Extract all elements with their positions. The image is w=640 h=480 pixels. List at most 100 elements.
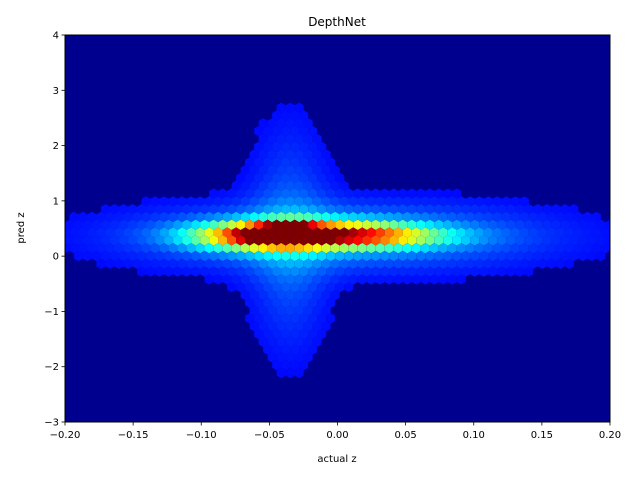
- hex-bin: [308, 235, 318, 246]
- hex-bin: [429, 274, 439, 285]
- hex-bin: [236, 282, 246, 293]
- hex-bin: [272, 204, 282, 215]
- hex-bin: [294, 305, 304, 316]
- hex-bin: [231, 196, 241, 207]
- hex-bin: [213, 211, 223, 223]
- hex-bin: [222, 196, 232, 207]
- hex-bin: [425, 250, 435, 262]
- hex-bin: [434, 219, 444, 230]
- hex-bin: [353, 188, 363, 199]
- hex-bin: [281, 141, 291, 152]
- hex-bin: [267, 352, 277, 363]
- hex-bin: [141, 243, 151, 254]
- hex-bin: [497, 266, 507, 277]
- hex-bin: [375, 196, 385, 207]
- hex-bin: [272, 141, 282, 152]
- hex-bin: [249, 321, 259, 332]
- hex-bin: [123, 211, 133, 223]
- hex-bin: [227, 235, 237, 246]
- hex-bin: [317, 141, 327, 152]
- hex-bin: [299, 219, 309, 230]
- hex-bin: [276, 227, 286, 238]
- hex-bin: [186, 243, 196, 254]
- hex-bin: [245, 188, 255, 199]
- hex-bin: [434, 266, 444, 277]
- hex-bin: [263, 157, 273, 168]
- hex-bin: [263, 250, 273, 262]
- hex-bin: [240, 243, 250, 254]
- hex-bin: [348, 227, 358, 238]
- hex-bin: [479, 250, 489, 262]
- hex-bin: [249, 289, 259, 301]
- hex-bin: [281, 297, 291, 308]
- hex-bin: [128, 250, 138, 262]
- hex-bin: [483, 243, 493, 254]
- hex-bin: [488, 235, 498, 246]
- hex-bin: [132, 211, 142, 223]
- hex-bin: [312, 258, 322, 269]
- hex-bin: [348, 258, 358, 269]
- hex-bin: [416, 235, 426, 246]
- hex-bin: [285, 102, 295, 113]
- hex-bin: [222, 274, 232, 285]
- hex-bin: [249, 165, 259, 176]
- hex-bin: [519, 227, 529, 238]
- hex-bin: [213, 243, 223, 254]
- hex-bin: [303, 149, 313, 160]
- hex-bin: [285, 243, 295, 254]
- hex-bin: [299, 204, 309, 215]
- hex-bin: [294, 211, 304, 223]
- hex-bin: [321, 305, 331, 316]
- hex-bin: [560, 204, 570, 215]
- hex-bin: [114, 243, 124, 254]
- hex-bin: [569, 219, 579, 230]
- hex-bin: [524, 266, 534, 277]
- hex-bin: [249, 243, 259, 254]
- hex-bin: [335, 282, 345, 293]
- hex-bin: [510, 211, 520, 223]
- hex-bin: [236, 250, 246, 262]
- hex-bin: [254, 157, 264, 168]
- hex-bin: [249, 196, 259, 207]
- hex-bin: [281, 250, 291, 262]
- hex-bin: [380, 235, 390, 246]
- hex-bin: [326, 266, 336, 277]
- hex-bin: [245, 235, 255, 246]
- hex-bin: [366, 227, 376, 238]
- hex-bin: [420, 258, 430, 269]
- hex-bin: [263, 219, 273, 230]
- hex-bin: [150, 258, 160, 269]
- hex-bin: [146, 250, 156, 262]
- hex-bin: [294, 180, 304, 191]
- hex-bin: [524, 235, 534, 246]
- hex-bin: [69, 211, 79, 223]
- hex-bin: [87, 211, 97, 223]
- hex-bin: [308, 282, 318, 293]
- hex-bin: [389, 219, 399, 230]
- hex-bin: [240, 289, 250, 301]
- hex-bin: [236, 235, 246, 246]
- hex-bin: [452, 235, 462, 246]
- hex-bin: [317, 235, 327, 246]
- hex-bin: [87, 243, 97, 254]
- hex-bin: [515, 219, 525, 230]
- hex-bin: [389, 188, 399, 199]
- hex-bin: [578, 235, 588, 246]
- hex-bin: [407, 266, 417, 277]
- hex-bin: [254, 297, 264, 308]
- hex-bin: [276, 367, 286, 379]
- hex-bin: [132, 227, 142, 238]
- hex-bin: [587, 250, 597, 262]
- hex-bin: [564, 211, 574, 223]
- hex-bin: [474, 196, 484, 207]
- hex-bin: [465, 227, 475, 238]
- hex-bin: [366, 211, 376, 223]
- hex-bin: [560, 235, 570, 246]
- hex-bin: [569, 204, 579, 215]
- hex-bin: [384, 258, 394, 269]
- hex-bin: [294, 243, 304, 254]
- hex-bin: [564, 227, 574, 238]
- hex-bin: [317, 204, 327, 215]
- hex-bin: [393, 211, 403, 223]
- hex-bin: [150, 227, 160, 238]
